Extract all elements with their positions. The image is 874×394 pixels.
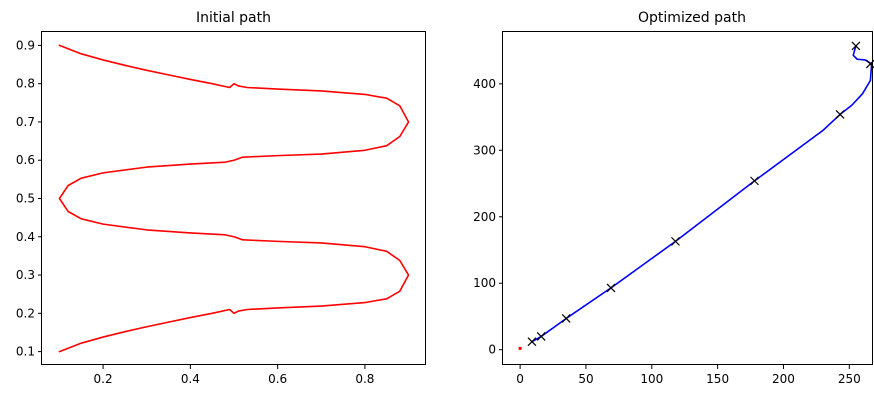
data-point-marker: [865, 59, 874, 69]
y-tick-label: 100: [473, 276, 496, 290]
x-tick-label: 100: [640, 372, 663, 386]
y-axis: 0 100 200 300 400: [473, 77, 503, 357]
x-axis: 0 50 100 150 200 250: [516, 365, 861, 386]
y-tick-label: 0.4: [16, 230, 35, 244]
x-tick-label: 250: [838, 372, 861, 386]
y-tick-label: 0.9: [16, 38, 35, 52]
data-point-marker: [606, 283, 616, 293]
y-tick-label: 0.3: [16, 268, 35, 282]
initial-path-chart: Initial path 0.2 0.4 0.6 0.8 0.10.20.30.40.…: [16, 10, 426, 386]
x-axis: 0.2 0.4 0.6 0.8: [94, 365, 374, 386]
data-point-marker: [671, 236, 680, 246]
plot-area: [518, 41, 874, 350]
optimized-path-chart: Optimized path 0 50 100 150 200 250 0 100 200 30…: [473, 10, 874, 386]
data-point-marker: [561, 314, 571, 323]
chart-title: Optimized path: [638, 10, 746, 26]
series-line: [58, 44, 410, 353]
x-tick-label: 0.2: [94, 372, 113, 386]
y-tick-label: 400: [473, 77, 496, 91]
y-tick-label: 300: [473, 143, 496, 157]
y-tick-label: 0.2: [16, 306, 35, 320]
data-point-marker: [851, 41, 861, 51]
x-tick-label: 200: [772, 372, 795, 386]
data-point-marker: [750, 176, 759, 186]
start-point: [518, 346, 522, 350]
y-tick-label: 0.8: [16, 77, 35, 91]
x-tick-label: 50: [578, 372, 593, 386]
data-point-marker: [536, 331, 546, 341]
x-tick-label: 150: [706, 372, 729, 386]
y-tick-label: 200: [473, 210, 496, 224]
x-tick-label: 0.4: [181, 372, 200, 386]
x-tick-label: 0.8: [355, 372, 374, 386]
y-tick-label: 0.5: [16, 192, 35, 206]
y-axis: 0.1 0.2 0.3 0.4 0.5 0.6 0.7 0.8 0.9: [16, 38, 42, 359]
y-tick-label: 0.6: [16, 153, 35, 167]
data-point-marker: [835, 109, 845, 119]
x-tick-label: 0: [516, 372, 524, 386]
y-tick-label: 0.7: [16, 115, 35, 129]
axes-frame: [502, 31, 873, 365]
axes-frame: [41, 31, 426, 365]
series-line: [531, 45, 873, 343]
y-tick-label: 0: [488, 343, 496, 357]
plot-area: [58, 44, 410, 353]
data-point-marker: [527, 337, 537, 347]
y-tick-label: 0.1: [16, 345, 35, 359]
chart-title: Initial path: [196, 10, 271, 26]
x-tick-label: 0.6: [268, 372, 287, 386]
